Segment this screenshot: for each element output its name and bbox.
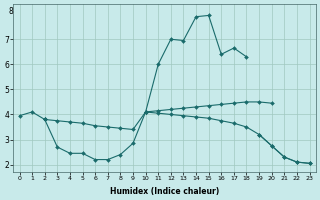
X-axis label: Humidex (Indice chaleur): Humidex (Indice chaleur) xyxy=(110,187,219,196)
Text: 8: 8 xyxy=(8,7,13,16)
